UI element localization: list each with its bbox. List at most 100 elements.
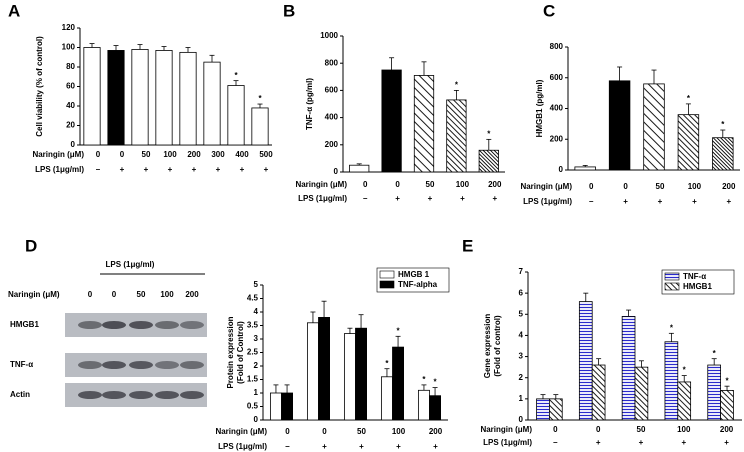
bar: [349, 164, 370, 173]
significance-mark: *: [234, 71, 238, 80]
naringin-label: Naringin (μM): [295, 180, 347, 189]
error-bar: [395, 335, 401, 348]
error-bar: [384, 368, 390, 377]
bar: [478, 149, 499, 173]
lps-sign: –: [589, 197, 594, 206]
bar: [203, 61, 221, 146]
lps-sign: +: [395, 194, 400, 203]
error-bar: [389, 57, 395, 70]
error-bar: [651, 69, 657, 84]
bar: [574, 166, 596, 171]
x-tick-label: 100: [456, 180, 470, 189]
y-tick-label: 3: [254, 334, 259, 343]
y-tick-label: 6: [519, 288, 524, 297]
lps-sign: +: [623, 197, 628, 206]
x-tick-label: 50: [142, 150, 151, 159]
lps-sign: –: [553, 438, 558, 447]
legend-swatch: [664, 272, 680, 281]
y-tick-label: 5: [519, 309, 524, 318]
lps-label: LPS (1μg/ml): [483, 438, 532, 447]
error-bar: [89, 43, 95, 48]
lps-sign: –: [96, 165, 101, 174]
bar: [343, 333, 356, 421]
blot-dose: 200: [185, 290, 199, 299]
y-tick-label: 200: [325, 140, 339, 149]
y-tick-label: 0: [519, 415, 524, 424]
bar: [318, 316, 331, 421]
error-bar: [257, 103, 263, 108]
significance-mark: *: [687, 94, 691, 103]
lps-sign: +: [144, 165, 149, 174]
significance-mark: *: [721, 120, 725, 129]
lps-sign: +: [433, 442, 438, 451]
y-tick-label: 7: [519, 267, 524, 276]
y-tick-label: 60: [66, 82, 75, 91]
bar: [392, 346, 405, 421]
blot-band: [129, 321, 153, 329]
lps-sign: +: [396, 442, 401, 451]
bar: [621, 315, 636, 421]
lps-sign: +: [428, 194, 433, 203]
significance-mark: *: [258, 94, 262, 103]
bar: [536, 398, 550, 421]
x-tick-label: 200: [722, 182, 736, 191]
lps-label: LPS (1μg/ml): [218, 442, 267, 451]
error-bar: [720, 129, 726, 138]
bar: [355, 327, 368, 421]
error-bar: [685, 103, 691, 115]
lps-sign: +: [726, 197, 731, 206]
x-tick-label: 0: [285, 427, 290, 436]
error-bar: [582, 164, 588, 167]
bar: [643, 83, 665, 171]
y-tick-label: 4: [519, 331, 524, 340]
y-tick-label: 5: [254, 280, 259, 289]
blot-band: [78, 391, 102, 399]
x-tick-label: 400: [235, 150, 249, 159]
lps-sign: +: [681, 438, 686, 447]
x-tick-label: 200: [720, 425, 734, 434]
y-tick-label: 0: [559, 165, 564, 174]
lps-sign: +: [724, 438, 729, 447]
x-tick-label: 50: [656, 182, 665, 191]
legend-label: TNF-alpha: [398, 280, 438, 289]
bar: [269, 392, 282, 421]
y-tick-label: 0: [334, 167, 339, 176]
x-tick-label: 200: [187, 150, 201, 159]
lps-label: LPS (1μg/ml): [523, 197, 572, 206]
lps-sign: +: [460, 194, 465, 203]
blot-band: [180, 361, 204, 369]
bar: [677, 114, 700, 171]
error-bar: [321, 300, 327, 318]
panel-letter: D: [25, 236, 37, 255]
x-tick-label: 200: [429, 427, 443, 436]
lps-sign: +: [322, 442, 327, 451]
blot-band: [102, 321, 126, 329]
naringin-label: Naringin (μM): [480, 425, 532, 434]
blot-row-label: Actin: [10, 390, 30, 399]
panel-letter: E: [462, 236, 473, 255]
y-tick-label: 0: [71, 140, 76, 149]
error-bar: [638, 360, 644, 368]
blot-band: [129, 361, 153, 369]
bar: [429, 395, 442, 421]
y-tick-label: 1.5: [247, 375, 259, 384]
x-tick-label: 50: [637, 425, 646, 434]
x-tick-label: 100: [392, 427, 406, 436]
legend-swatch: [664, 282, 680, 291]
error-bar: [540, 394, 546, 399]
y-tick-label: 200: [550, 134, 564, 143]
x-tick-label: 200: [488, 180, 502, 189]
x-tick-label: 0: [596, 425, 601, 434]
lps-sign: +: [359, 442, 364, 451]
bar: [131, 49, 149, 146]
y-tick-label: 4.5: [247, 294, 259, 303]
blot-row-label: HMGB1: [10, 320, 39, 329]
error-bar: [310, 311, 316, 323]
error-bar: [358, 314, 364, 329]
error-bar: [668, 332, 674, 342]
panel-letter: C: [543, 1, 555, 20]
blot-band: [102, 361, 126, 369]
legend-swatch: [379, 270, 395, 279]
error-bar: [432, 387, 438, 396]
